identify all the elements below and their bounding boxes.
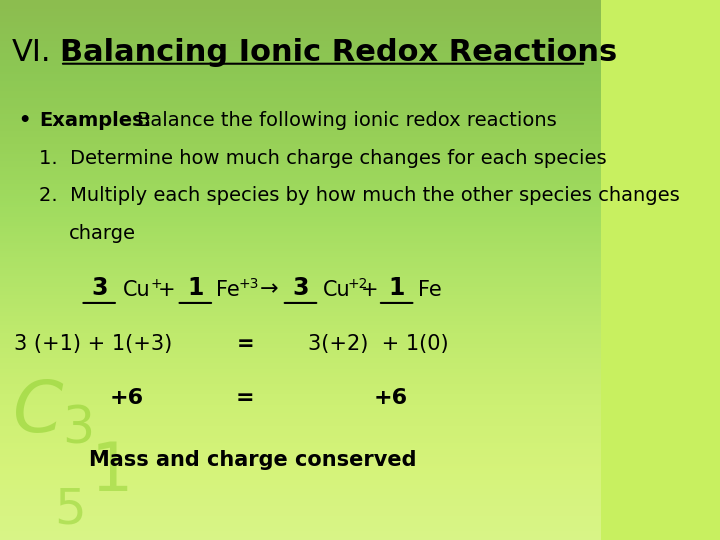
Text: 1: 1 <box>187 276 204 300</box>
Text: Fe: Fe <box>418 280 441 300</box>
Text: +: + <box>361 280 384 300</box>
Text: 3: 3 <box>292 276 309 300</box>
Text: Balance the following ionic redox reactions: Balance the following ionic redox reacti… <box>137 111 557 130</box>
Text: +6: +6 <box>374 388 408 408</box>
Text: $1$: $1$ <box>90 441 128 505</box>
Text: 3 (+1) + 1(+3): 3 (+1) + 1(+3) <box>14 334 172 354</box>
Text: Balancing Ionic Redox Reactions: Balancing Ionic Redox Reactions <box>60 38 617 67</box>
Text: 2.  Multiply each species by how much the other species changes: 2. Multiply each species by how much the… <box>39 186 680 205</box>
Text: +3: +3 <box>238 277 259 291</box>
Text: =: = <box>236 334 254 354</box>
Text: →: → <box>260 280 278 300</box>
Text: +2: +2 <box>347 277 368 291</box>
Text: Fe: Fe <box>216 280 240 300</box>
Text: +: + <box>150 277 162 291</box>
Text: VI.: VI. <box>12 38 52 67</box>
Text: +6: +6 <box>109 388 143 408</box>
Text: charge: charge <box>69 224 136 243</box>
Text: 3: 3 <box>91 276 107 300</box>
Text: =: = <box>236 388 254 408</box>
Text: Mass and charge conserved: Mass and charge conserved <box>89 450 416 470</box>
Text: Cu: Cu <box>323 280 351 300</box>
Text: $C_3$: $C_3$ <box>12 376 93 447</box>
Text: •: • <box>18 111 30 130</box>
Text: Cu: Cu <box>123 280 150 300</box>
Text: 1.  Determine how much charge changes for each species: 1. Determine how much charge changes for… <box>39 148 607 167</box>
Text: 3(+2)  + 1(0): 3(+2) + 1(0) <box>308 334 449 354</box>
Text: +: + <box>158 280 182 300</box>
Text: 1: 1 <box>389 276 405 300</box>
Text: Examples:: Examples: <box>39 111 151 130</box>
Text: $5$: $5$ <box>54 486 84 535</box>
